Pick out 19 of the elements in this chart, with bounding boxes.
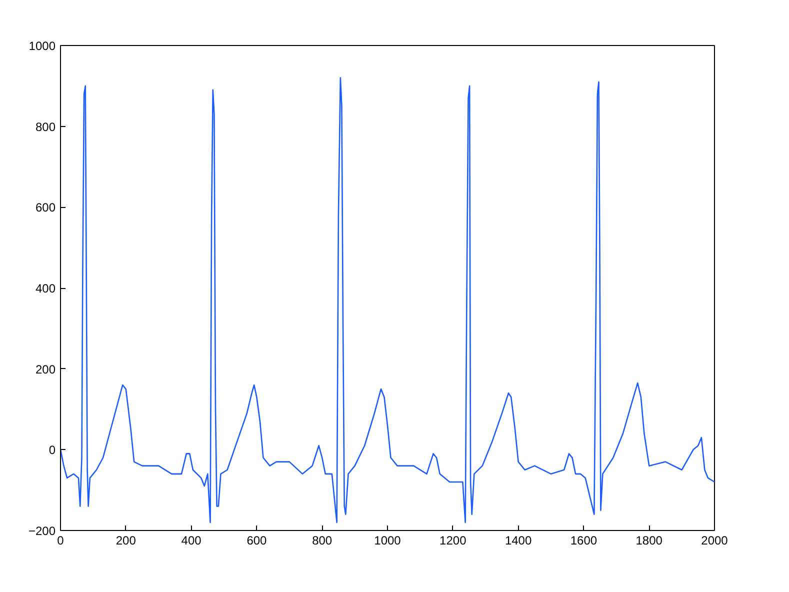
x-tick-label: 600 bbox=[246, 534, 268, 548]
y-tick-label: 200 bbox=[35, 362, 56, 376]
x-tick-label: 1600 bbox=[570, 534, 598, 548]
y-tick-label: 600 bbox=[35, 200, 56, 215]
x-tick-label: 200 bbox=[116, 534, 136, 548]
x-tick-label: 1000 bbox=[374, 534, 402, 548]
x-tick-label: 1200 bbox=[440, 534, 467, 548]
y-tick-label: 400 bbox=[35, 282, 56, 296]
y-tick-label: 0 bbox=[48, 443, 56, 458]
x-tick-label: 1400 bbox=[504, 534, 532, 548]
x-tick-label: 800 bbox=[312, 534, 332, 548]
x-tick-label: 2000 bbox=[701, 534, 728, 548]
y-tick-label: 1000 bbox=[28, 39, 56, 53]
x-tick-label: 0 bbox=[57, 534, 64, 548]
y-tick-label: 800 bbox=[35, 120, 56, 134]
y-tick-label: −200 bbox=[28, 524, 56, 538]
x-tick-label: 400 bbox=[181, 534, 202, 548]
x-tick-label: 1800 bbox=[636, 534, 663, 548]
line-series bbox=[60, 77, 714, 524]
